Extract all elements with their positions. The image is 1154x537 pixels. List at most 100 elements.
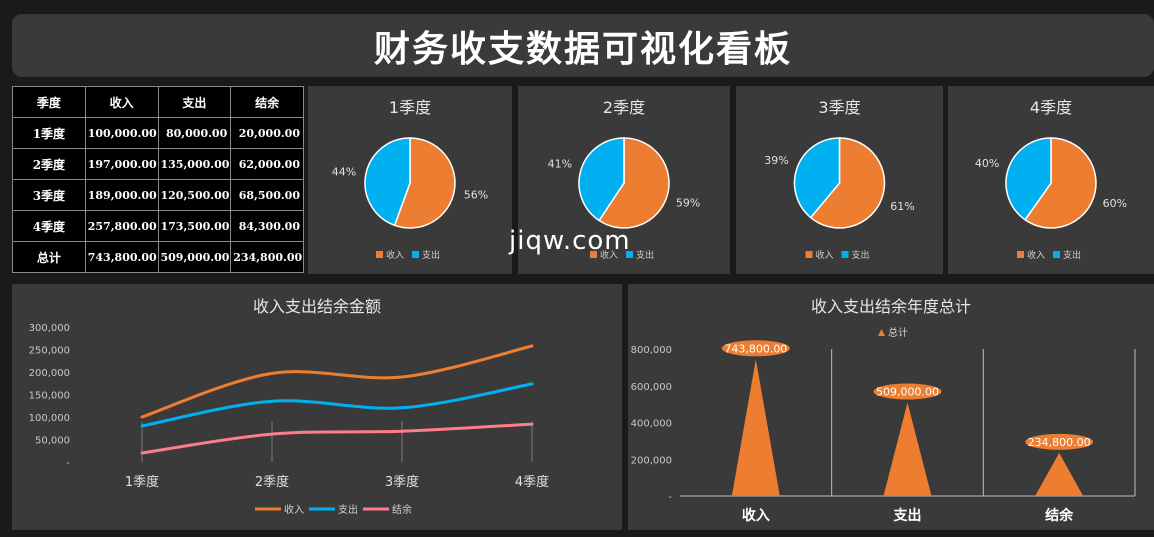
- pie-chart-q4: 4季度 60% 40% 收入 支出: [948, 86, 1154, 274]
- table-row-total: 总计 743,800.00 509,000.00 234,800.00: [12, 241, 304, 273]
- table-cell: 197,000.00: [84, 148, 159, 180]
- pie-legend-swatch: [590, 251, 597, 258]
- table-cell: 189,000.00: [84, 179, 159, 211]
- series-line-收入: [140, 344, 534, 419]
- y-tick-label: 800,000: [631, 345, 672, 356]
- dashboard-title: 财务收支数据可视化看板: [373, 27, 792, 70]
- data-label-bg: [721, 340, 790, 357]
- line-legend-label: 收入: [284, 503, 304, 516]
- pie-title: 3季度: [818, 98, 861, 117]
- table-cell: 68,500.00: [230, 179, 304, 211]
- table-cell: 743,800.00: [84, 241, 159, 273]
- series-line-结余: [140, 422, 534, 455]
- table-cell: 135,000.00: [157, 148, 232, 180]
- pie-percent-label: 59%: [676, 196, 700, 209]
- watermark-text: jiqw.com: [509, 226, 631, 256]
- pie-legend-swatch: [376, 251, 383, 258]
- pie-legend-label: 支出: [422, 249, 440, 261]
- pie-percent-label: 44%: [332, 165, 356, 178]
- data-label: 509,000.00: [876, 386, 939, 399]
- table-row: 4季度 257,800.00 173,500.00 84,300.00: [12, 210, 304, 242]
- pie-legend-label: 收入: [816, 249, 834, 261]
- pie-slice: [1005, 137, 1052, 221]
- pie-legend-label: 收入: [1027, 249, 1045, 261]
- y-tick-label: 100,000: [29, 413, 70, 424]
- pie-chart-q3: 3季度 61% 39% 收入 支出: [736, 86, 943, 274]
- total-chart-title: 收入支出结余年度总计: [810, 297, 971, 316]
- table-cell: 80,000.00: [157, 117, 232, 149]
- pie-svg: 60% 40% 收入 支出: [975, 137, 1127, 261]
- y-tick-label: 200,000: [631, 455, 672, 466]
- pie-percent-label: 60%: [1103, 197, 1127, 210]
- pie-legend-swatch: [1017, 251, 1024, 258]
- y-tick-label: 400,000: [631, 419, 672, 430]
- pie-percent-label: 56%: [464, 189, 488, 202]
- table-header-expense: 支出: [157, 86, 232, 118]
- pie-slice: [793, 137, 841, 219]
- pie-legend-label: 支出: [1063, 249, 1081, 261]
- pie-slice: [393, 137, 456, 229]
- total-triangle-mark: [1035, 452, 1084, 496]
- table-cell: 234,800.00: [230, 241, 304, 273]
- table-cell: 120,500.00: [157, 179, 232, 211]
- total-triangle-mark: [883, 402, 932, 496]
- x-tick-label: 结余: [1045, 507, 1074, 524]
- table-cell: 3季度: [12, 179, 86, 211]
- x-tick-label: 1季度: [125, 474, 159, 490]
- y-tick-label: 200,000: [29, 368, 70, 379]
- pie-svg: 59% 41% 收入 支出: [548, 137, 700, 261]
- y-tick-label: 250,000: [29, 346, 70, 357]
- total-chart-svg: - 200,000 400,000 600,000 800,000 743,800.00 收…: [631, 326, 1136, 524]
- table-cell: 1季度: [12, 117, 86, 149]
- pie-slice: [809, 137, 886, 229]
- pie-slice: [598, 137, 670, 229]
- total-legend-label: 总计: [888, 326, 908, 339]
- pie-slice: [364, 137, 411, 227]
- pie-slice: [578, 137, 625, 222]
- y-tick-label: -: [66, 458, 70, 469]
- pie-legend-swatch: [805, 251, 813, 258]
- table-header-quarter: 季度: [12, 86, 86, 118]
- table-cell: 62,000.00: [230, 148, 304, 180]
- pie-chart-q2: 2季度 59% 41% 收入 支出: [518, 86, 730, 274]
- line-legend-label: 支出: [338, 503, 358, 516]
- data-label: 234,800.00: [1028, 436, 1091, 449]
- line-chart-title: 收入支出结余金额: [252, 297, 381, 316]
- table-cell: 173,500.00: [157, 210, 232, 242]
- data-label-bg: [873, 383, 942, 400]
- pie-legend-label: 收入: [386, 249, 404, 261]
- pie-legend-swatch: [412, 251, 419, 258]
- table-row: 3季度 189,000.00 120,500.00 68,500.00: [12, 179, 304, 211]
- series-line-支出: [140, 382, 534, 428]
- pie-legend-swatch: [1053, 251, 1060, 258]
- table-cell: 20,000.00: [230, 117, 304, 149]
- pie-percent-label: 40%: [975, 157, 999, 170]
- x-tick-label: 3季度: [385, 474, 419, 490]
- pie-svg: 61% 39% 收入 支出: [764, 137, 915, 261]
- pie-legend-swatch: [626, 251, 633, 258]
- table-cell: 509,000.00: [157, 241, 232, 273]
- pie-legend-swatch: [841, 251, 849, 258]
- pie-title: 4季度: [1029, 98, 1073, 117]
- line-chart-svg: - 50,000 100,000 150,000 200,000 250,000 300,0…: [29, 323, 550, 516]
- pie-title: 2季度: [602, 98, 646, 117]
- dashboard-title-bar: 财务收支数据可视化看板: [12, 14, 1154, 77]
- table-header-income: 收入: [84, 86, 159, 118]
- line-chart-panel: 收入支出结余金额 - 50,000 100,000 150,000 200,000 250…: [12, 284, 622, 530]
- table-header-balance: 结余: [230, 86, 304, 118]
- pie-percent-label: 61%: [890, 200, 914, 213]
- total-chart-panel: 收入支出结余年度总计 - 200,000 400,000 600,000 800,000…: [628, 284, 1154, 530]
- table-cell: 总计: [12, 241, 86, 273]
- y-tick-label: -: [668, 492, 672, 503]
- pie-legend-label: 支出: [852, 249, 870, 261]
- pie-legend-label: 支出: [636, 249, 654, 261]
- x-tick-label: 2季度: [255, 474, 289, 490]
- data-label-bg: [1025, 433, 1094, 450]
- table-cell: 257,800.00: [84, 210, 159, 242]
- x-tick-label: 支出: [893, 507, 922, 524]
- line-legend-label: 结余: [392, 503, 412, 516]
- finance-table: 季度 收入 支出 结余 1季度 100,000.00 80,000.00 20,…: [12, 86, 304, 273]
- y-tick-label: 150,000: [29, 391, 70, 402]
- pie-chart-q1: 1季度 56% 44% 收入 支出: [308, 86, 512, 274]
- table-cell: 100,000.00: [84, 117, 159, 149]
